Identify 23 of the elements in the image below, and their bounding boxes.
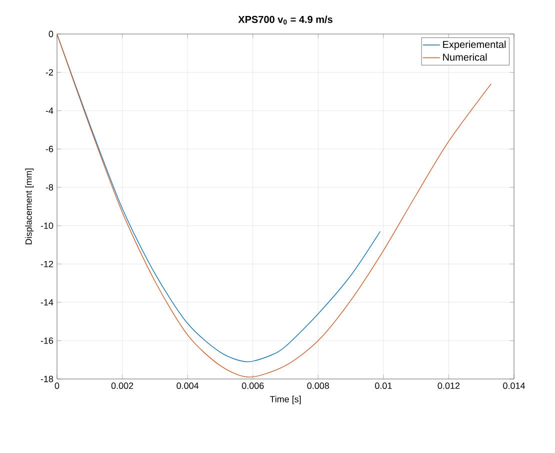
x-tick-label: 0.008 xyxy=(307,382,330,389)
y-tick-label: -12 xyxy=(40,260,54,268)
legend-label: Numerical xyxy=(443,53,487,61)
x-tick-label: 0.006 xyxy=(242,382,264,389)
x-tick-label: 0.012 xyxy=(438,382,460,389)
x-tick-label: 0.004 xyxy=(176,382,199,389)
chart-title: XPS700 v$_{0}$ = 4.9 m/s xyxy=(238,16,332,24)
x-tick-label: 0.01 xyxy=(375,382,392,389)
x-tick-label: 0.014 xyxy=(503,382,525,389)
y-tick-label: -8 xyxy=(46,184,54,191)
y-tick-label: 0 xyxy=(48,30,54,38)
x-tick-label: 0 xyxy=(54,382,60,389)
x-tick-label: 0.002 xyxy=(111,382,134,389)
y-tick-label: -10 xyxy=(40,222,54,229)
y-tick-label: -6 xyxy=(46,146,54,152)
x-axis-title: Time [s] xyxy=(270,396,301,404)
legend-label: Experiemental xyxy=(443,40,506,50)
y-axis-title: Displacement [mm] xyxy=(25,168,34,244)
y-tick-label: -2 xyxy=(46,69,54,76)
y-tick-label: -4 xyxy=(46,108,54,114)
y-tick-label: -18 xyxy=(40,376,54,382)
y-tick-label: -16 xyxy=(40,337,54,344)
y-tick-label: -14 xyxy=(40,299,54,306)
